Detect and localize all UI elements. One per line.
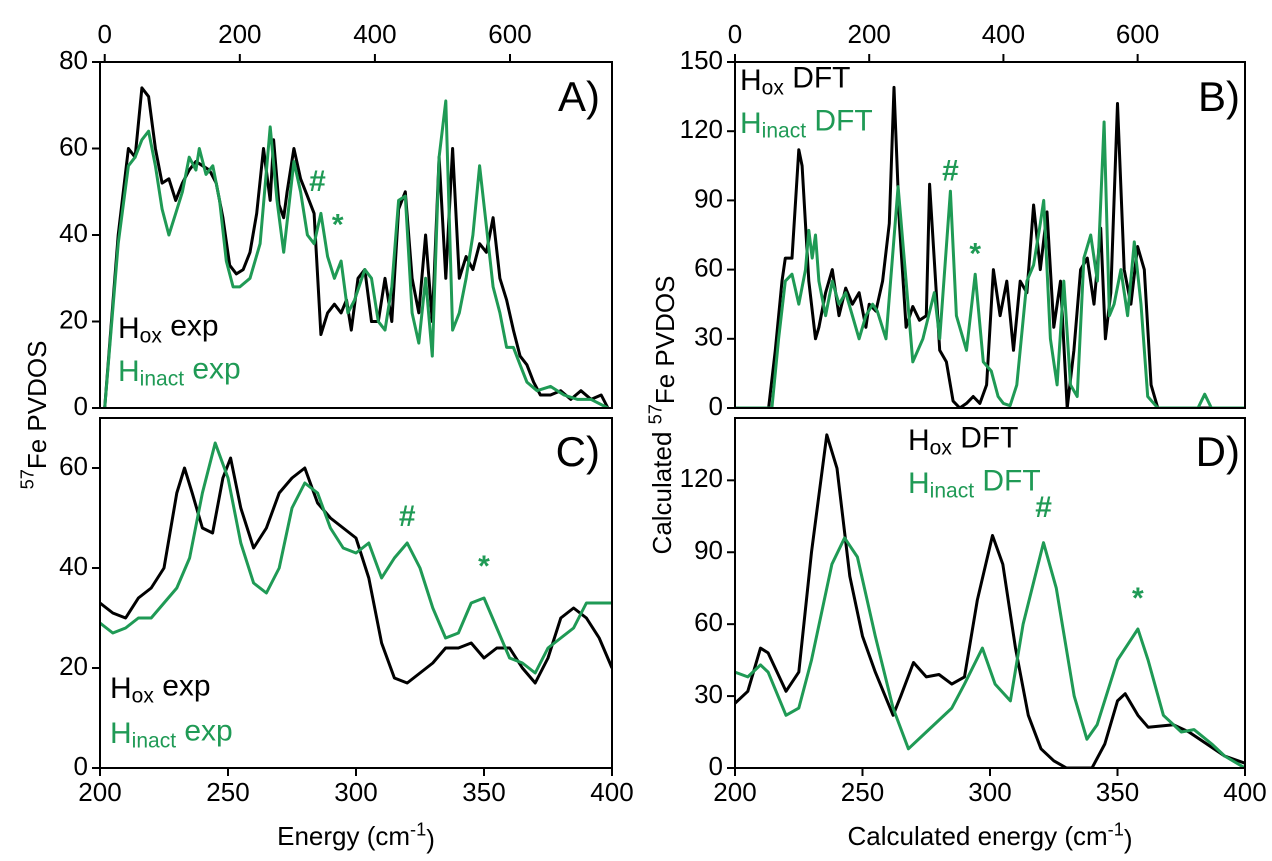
y-tick-label: 40 [59,551,88,581]
y-tick-label: 40 [59,218,88,248]
y-tick-label: 60 [694,252,723,282]
legend-label: Hox DFT [908,421,1019,459]
legend-label: Hox DFT [740,61,851,99]
panel-label: B) [1198,73,1240,120]
y-axis-label: 57Fe PVDOS [18,341,52,490]
annotation: * [332,208,344,241]
y-tick-label: 60 [59,451,88,481]
x-tick-label: 600 [1116,19,1159,49]
x-tick-label: 400 [353,19,396,49]
annotation: # [309,165,326,198]
series-line [735,120,1245,408]
x-axis-label: Energy (cm-1) [277,820,435,854]
y-tick-label: 60 [59,131,88,161]
x-tick-label: 350 [462,777,505,807]
legend-label: Hinact exp [118,352,241,390]
plot-frame [99,417,613,769]
y-axis-label: Calculated 57Fe PVDOS [646,276,680,555]
x-tick-label: 400 [1223,777,1266,807]
x-tick-label: 0 [728,19,742,49]
y-tick-label: 20 [59,304,88,334]
panel-label: C) [556,428,600,475]
series-line [103,86,610,408]
series-line [735,433,1245,768]
plot-frame [99,61,613,409]
annotation: # [1035,491,1052,524]
x-tick-label: 250 [206,777,249,807]
x-tick-label: 300 [968,777,1011,807]
annotation: # [942,155,959,188]
y-tick-label: 80 [59,45,88,75]
x-tick-label: 200 [78,777,121,807]
y-tick-label: 120 [680,463,723,493]
x-tick-label: 300 [334,777,377,807]
panel-label: A) [558,73,600,120]
x-tick-label: 200 [848,19,891,49]
x-tick-label: 600 [488,19,531,49]
y-tick-label: 90 [694,535,723,565]
y-tick-label: 0 [709,391,723,421]
annotation: * [1132,582,1144,615]
y-tick-label: 150 [680,45,723,75]
x-tick-label: 0 [97,19,111,49]
plot-frame [734,61,1246,409]
x-axis-label: Calculated energy (cm-1) [848,820,1133,854]
legend-label: Hox exp [110,669,211,707]
x-tick-label: 350 [1096,777,1139,807]
series-line [103,99,609,408]
x-tick-label: 200 [713,777,756,807]
y-tick-label: 0 [74,751,88,781]
annotation: * [478,550,490,583]
legend-label: Hox exp [118,309,219,347]
y-tick-label: 90 [694,183,723,213]
y-tick-label: 0 [74,391,88,421]
legend-label: Hinact DFT [740,104,873,142]
y-tick-label: 20 [59,651,88,681]
x-tick-label: 250 [841,777,884,807]
y-tick-label: 30 [694,322,723,352]
x-tick-label: 200 [218,19,261,49]
x-tick-label: 400 [982,19,1025,49]
legend-label: Hinact exp [110,714,233,752]
series-line [100,441,612,675]
y-tick-label: 120 [680,114,723,144]
y-tick-label: 60 [694,607,723,637]
y-tick-label: 0 [709,751,723,781]
annotation: # [399,500,416,533]
panel-label: D) [1196,428,1240,475]
annotation: * [969,238,981,271]
x-tick-label: 400 [590,777,633,807]
series-line [735,536,1245,768]
y-tick-label: 30 [694,679,723,709]
legend-label: Hinact DFT [908,464,1041,502]
plot-frame [734,417,1246,769]
series-line [100,456,612,685]
